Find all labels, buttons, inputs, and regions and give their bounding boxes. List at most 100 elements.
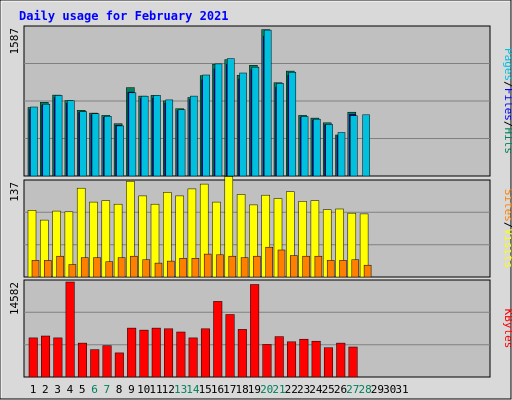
x-tick-label: 15 xyxy=(199,383,212,396)
bar-pages-day-7 xyxy=(104,116,112,177)
bar-sites-day-9 xyxy=(130,255,138,278)
y-max-label: 14582 xyxy=(8,282,21,315)
bar-kbytes-day-12 xyxy=(164,328,174,378)
bar-kbytes-day-11 xyxy=(151,327,161,378)
x-tick-label: 5 xyxy=(79,383,86,396)
x-tick-label: 27 xyxy=(346,383,359,396)
bar-sites-day-17 xyxy=(228,255,237,278)
x-tick-label: 9 xyxy=(128,383,135,396)
bar-pages-day-22 xyxy=(288,72,297,177)
bar-sites-day-7 xyxy=(105,261,114,278)
bar-pages-day-28 xyxy=(362,114,370,177)
x-tick-label: 19 xyxy=(248,383,261,396)
x-axis-day-labels: 1 2 3 4 5 6 7 8 9 10 11 12 13 14 15 16 17 18 19 20 21 22 23 24 2… xyxy=(30,383,409,396)
bar-kbytes-day-8 xyxy=(114,352,124,378)
bar-kbytes-day-23 xyxy=(299,338,309,378)
bar-pages-day-26 xyxy=(337,132,346,177)
legend-entry: Files xyxy=(502,88,512,121)
bar-pages-day-17 xyxy=(227,58,235,177)
bar-sites-day-11 xyxy=(154,262,163,278)
bar-kbytes-day-10 xyxy=(139,329,149,378)
bar-pages-day-4 xyxy=(67,100,75,177)
bar-kbytes-day-7 xyxy=(102,345,112,378)
x-tick-label: 1 xyxy=(30,383,37,396)
bar-kbytes-day-4 xyxy=(65,281,75,378)
legend-entry: Hits xyxy=(502,128,512,155)
bar-kbytes-day-13 xyxy=(176,331,186,378)
x-tick-label: 31 xyxy=(395,383,408,396)
y-max-label: 1587 xyxy=(8,28,21,55)
bar-pages-day-25 xyxy=(325,124,333,177)
bar-kbytes-day-20 xyxy=(262,344,272,378)
legend-entry: / xyxy=(502,222,512,229)
bar-pages-day-13 xyxy=(177,109,186,177)
bar-sites-day-6 xyxy=(93,257,101,278)
bar-kbytes-day-26 xyxy=(336,342,346,378)
bar-pages-day-19 xyxy=(251,66,260,177)
bar-kbytes-day-19 xyxy=(250,284,260,378)
x-tick-label: 28 xyxy=(358,383,371,396)
legend-entry: / xyxy=(502,81,512,88)
x-tick-label: 22 xyxy=(285,383,298,396)
x-tick-label: 10 xyxy=(137,383,150,396)
bar-kbytes-day-1 xyxy=(28,337,38,378)
bar-sites-day-14 xyxy=(191,258,200,278)
bar-pages-day-6 xyxy=(91,113,100,177)
bar-sites-day-8 xyxy=(117,257,126,278)
panel-legend: Pages/Files/Hits xyxy=(502,48,512,154)
bar-sites-day-4 xyxy=(68,264,77,278)
bar-sites-day-20 xyxy=(265,246,273,278)
x-tick-label: 8 xyxy=(116,383,123,396)
bar-sites-day-18 xyxy=(240,257,249,278)
bar-pages-day-24 xyxy=(313,118,321,177)
bar-sites-day-26 xyxy=(339,260,347,278)
y-max-label: 137 xyxy=(8,182,21,202)
bar-pages-day-2 xyxy=(42,103,51,177)
x-tick-label: 6 xyxy=(91,383,98,396)
panel-visits-sites: 137 Sites/Visits xyxy=(8,176,512,278)
bar-kbytes-day-17 xyxy=(225,314,235,378)
x-tick-label: 17 xyxy=(223,383,236,396)
legend-entry: / xyxy=(502,121,512,128)
bar-kbytes-day-9 xyxy=(127,327,137,378)
bar-sites-day-2 xyxy=(44,260,52,278)
bar-kbytes-day-14 xyxy=(188,337,198,378)
bar-kbytes-day-25 xyxy=(323,347,333,378)
bar-pages-day-23 xyxy=(300,116,309,177)
bar-sites-day-27 xyxy=(351,259,360,278)
bar-sites-day-5 xyxy=(80,257,89,278)
bar-pages-day-15 xyxy=(202,74,210,177)
bar-kbytes-day-15 xyxy=(200,328,210,378)
bar-kbytes-day-24 xyxy=(311,340,321,378)
bar-sites-day-24 xyxy=(314,255,323,278)
panel-legend: Sites/Visits xyxy=(502,189,512,269)
x-tick-label: 13 xyxy=(174,383,187,396)
bar-kbytes-day-27 xyxy=(348,346,358,378)
x-tick-label: 25 xyxy=(322,383,335,396)
bar-sites-day-21 xyxy=(277,249,286,278)
bar-sites-day-28 xyxy=(363,264,372,278)
bar-pages-day-20 xyxy=(263,29,272,177)
panel-hits-files-pages: 1587 Pages/Files/Hits xyxy=(8,25,512,177)
bar-sites-day-22 xyxy=(290,255,298,278)
bar-pages-day-12 xyxy=(165,99,174,177)
x-tick-label: 30 xyxy=(383,383,396,396)
bar-sites-day-19 xyxy=(253,255,261,278)
bar-sites-day-13 xyxy=(179,258,187,278)
bar-pages-day-11 xyxy=(153,95,161,177)
x-tick-label: 7 xyxy=(103,383,110,396)
x-tick-label: 11 xyxy=(149,383,162,396)
bar-pages-day-14 xyxy=(190,95,198,177)
chart-panels: 1587 Pages/Files/Hits 137 Sites/Visits 14582… xyxy=(8,25,512,378)
bar-pages-day-8 xyxy=(116,125,124,177)
x-tick-label: 4 xyxy=(67,383,74,396)
bar-kbytes-day-5 xyxy=(77,342,87,378)
bar-pages-day-9 xyxy=(128,92,137,177)
bar-sites-day-16 xyxy=(216,254,224,278)
bar-kbytes-day-21 xyxy=(274,336,284,378)
panel-legend: KBytes xyxy=(502,309,512,349)
bar-kbytes-day-22 xyxy=(287,341,297,378)
x-tick-label: 29 xyxy=(371,383,384,396)
chart-title: Daily usage for February 2021 xyxy=(19,9,229,23)
